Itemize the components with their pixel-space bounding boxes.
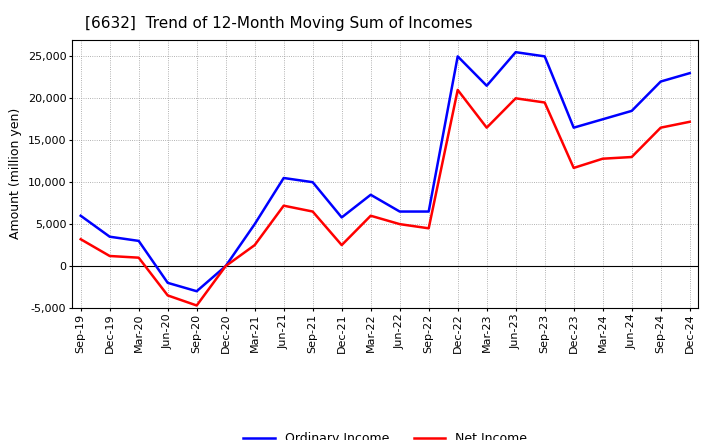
Net Income (541, 100, 549, 105)
Ordinary Income (192, 289, 201, 294)
Text: [6632]  Trend of 12-Month Moving Sum of Incomes: [6632] Trend of 12-Month Moving Sum of I… (84, 16, 472, 32)
Ordinary Income (105, 234, 114, 239)
Ordinary Income (598, 117, 607, 122)
Line: Ordinary Income: Ordinary Income (81, 52, 690, 291)
Net Income (482, 125, 491, 130)
Net Income (221, 264, 230, 269)
Ordinary Income (627, 108, 636, 114)
Net Income (395, 221, 404, 227)
Net Income (366, 213, 375, 218)
Ordinary Income (366, 192, 375, 198)
Net Income (251, 242, 259, 248)
Ordinary Income (221, 264, 230, 269)
Ordinary Income (279, 176, 288, 181)
Net Income (570, 165, 578, 171)
Net Income (308, 209, 317, 214)
Ordinary Income (570, 125, 578, 130)
Legend: Ordinary Income, Net Income: Ordinary Income, Net Income (238, 427, 532, 440)
Ordinary Income (163, 280, 172, 286)
Net Income (511, 95, 520, 101)
Ordinary Income (657, 79, 665, 84)
Net Income (76, 237, 85, 242)
Ordinary Income (482, 83, 491, 88)
Net Income (627, 154, 636, 160)
Ordinary Income (454, 54, 462, 59)
Net Income (105, 253, 114, 259)
Net Income (338, 242, 346, 248)
Ordinary Income (424, 209, 433, 214)
Net Income (657, 125, 665, 130)
Net Income (279, 203, 288, 208)
Y-axis label: Amount (million yen): Amount (million yen) (9, 108, 22, 239)
Net Income (135, 255, 143, 260)
Net Income (454, 87, 462, 92)
Ordinary Income (76, 213, 85, 218)
Ordinary Income (308, 180, 317, 185)
Ordinary Income (685, 70, 694, 76)
Net Income (685, 119, 694, 125)
Line: Net Income: Net Income (81, 90, 690, 305)
Net Income (424, 226, 433, 231)
Ordinary Income (395, 209, 404, 214)
Ordinary Income (135, 238, 143, 244)
Net Income (163, 293, 172, 298)
Net Income (192, 303, 201, 308)
Net Income (598, 156, 607, 161)
Ordinary Income (541, 54, 549, 59)
Ordinary Income (511, 50, 520, 55)
Ordinary Income (251, 221, 259, 227)
Ordinary Income (338, 215, 346, 220)
